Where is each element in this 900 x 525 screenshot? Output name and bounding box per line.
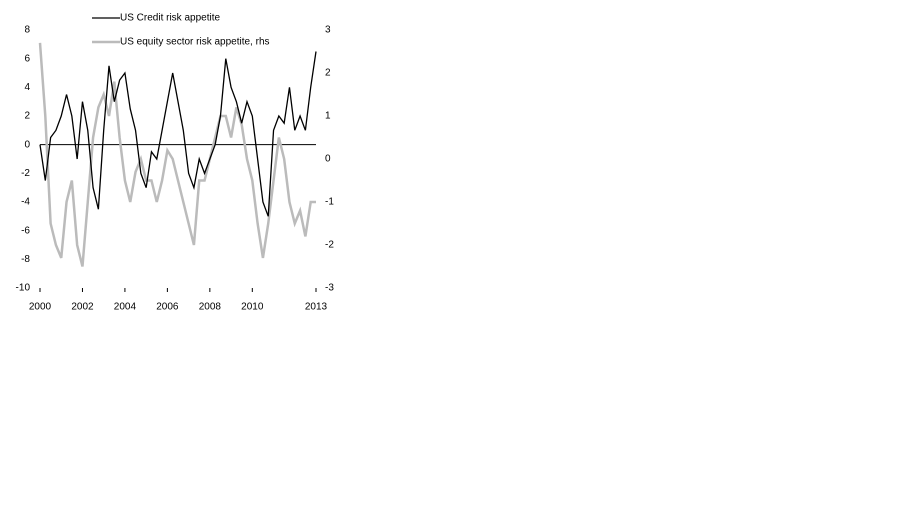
x-tick-label: 2004 <box>114 302 137 313</box>
y2-tick-label: 2 <box>325 68 331 79</box>
y2-tick-label: 0 <box>325 154 331 165</box>
y-tick-label: 4 <box>24 82 30 93</box>
y-tick-label: -4 <box>21 197 30 208</box>
y-tick-label: 8 <box>24 25 30 36</box>
y-tick-label: -2 <box>21 168 30 179</box>
y-tick-label: -8 <box>21 254 30 265</box>
y-tick-label: -6 <box>21 225 30 236</box>
y2-tick-label: 3 <box>325 25 331 36</box>
series-line <box>38 42 316 267</box>
y2-tick-label: -2 <box>325 240 334 251</box>
x-tick-label: 2013 <box>305 302 328 313</box>
legend-label: US Credit risk appetite <box>120 13 220 24</box>
y2-tick-label: -1 <box>325 197 334 208</box>
series-line <box>39 51 317 217</box>
x-tick-label: 2002 <box>71 302 94 313</box>
x-tick-label: 2000 <box>29 302 52 313</box>
y-tick-label: -10 <box>16 283 31 294</box>
y-tick-label: 2 <box>24 111 30 122</box>
y-tick-label: 0 <box>24 139 30 150</box>
y2-tick-label: 1 <box>325 111 331 122</box>
x-tick-label: 2008 <box>199 302 222 313</box>
x-tick-label: 2010 <box>241 302 264 313</box>
y-tick-label: 6 <box>24 53 30 64</box>
legend-label: US equity sector risk appetite, rhs <box>120 37 270 48</box>
x-tick-label: 2006 <box>156 302 179 313</box>
y2-tick-label: -3 <box>325 283 334 294</box>
